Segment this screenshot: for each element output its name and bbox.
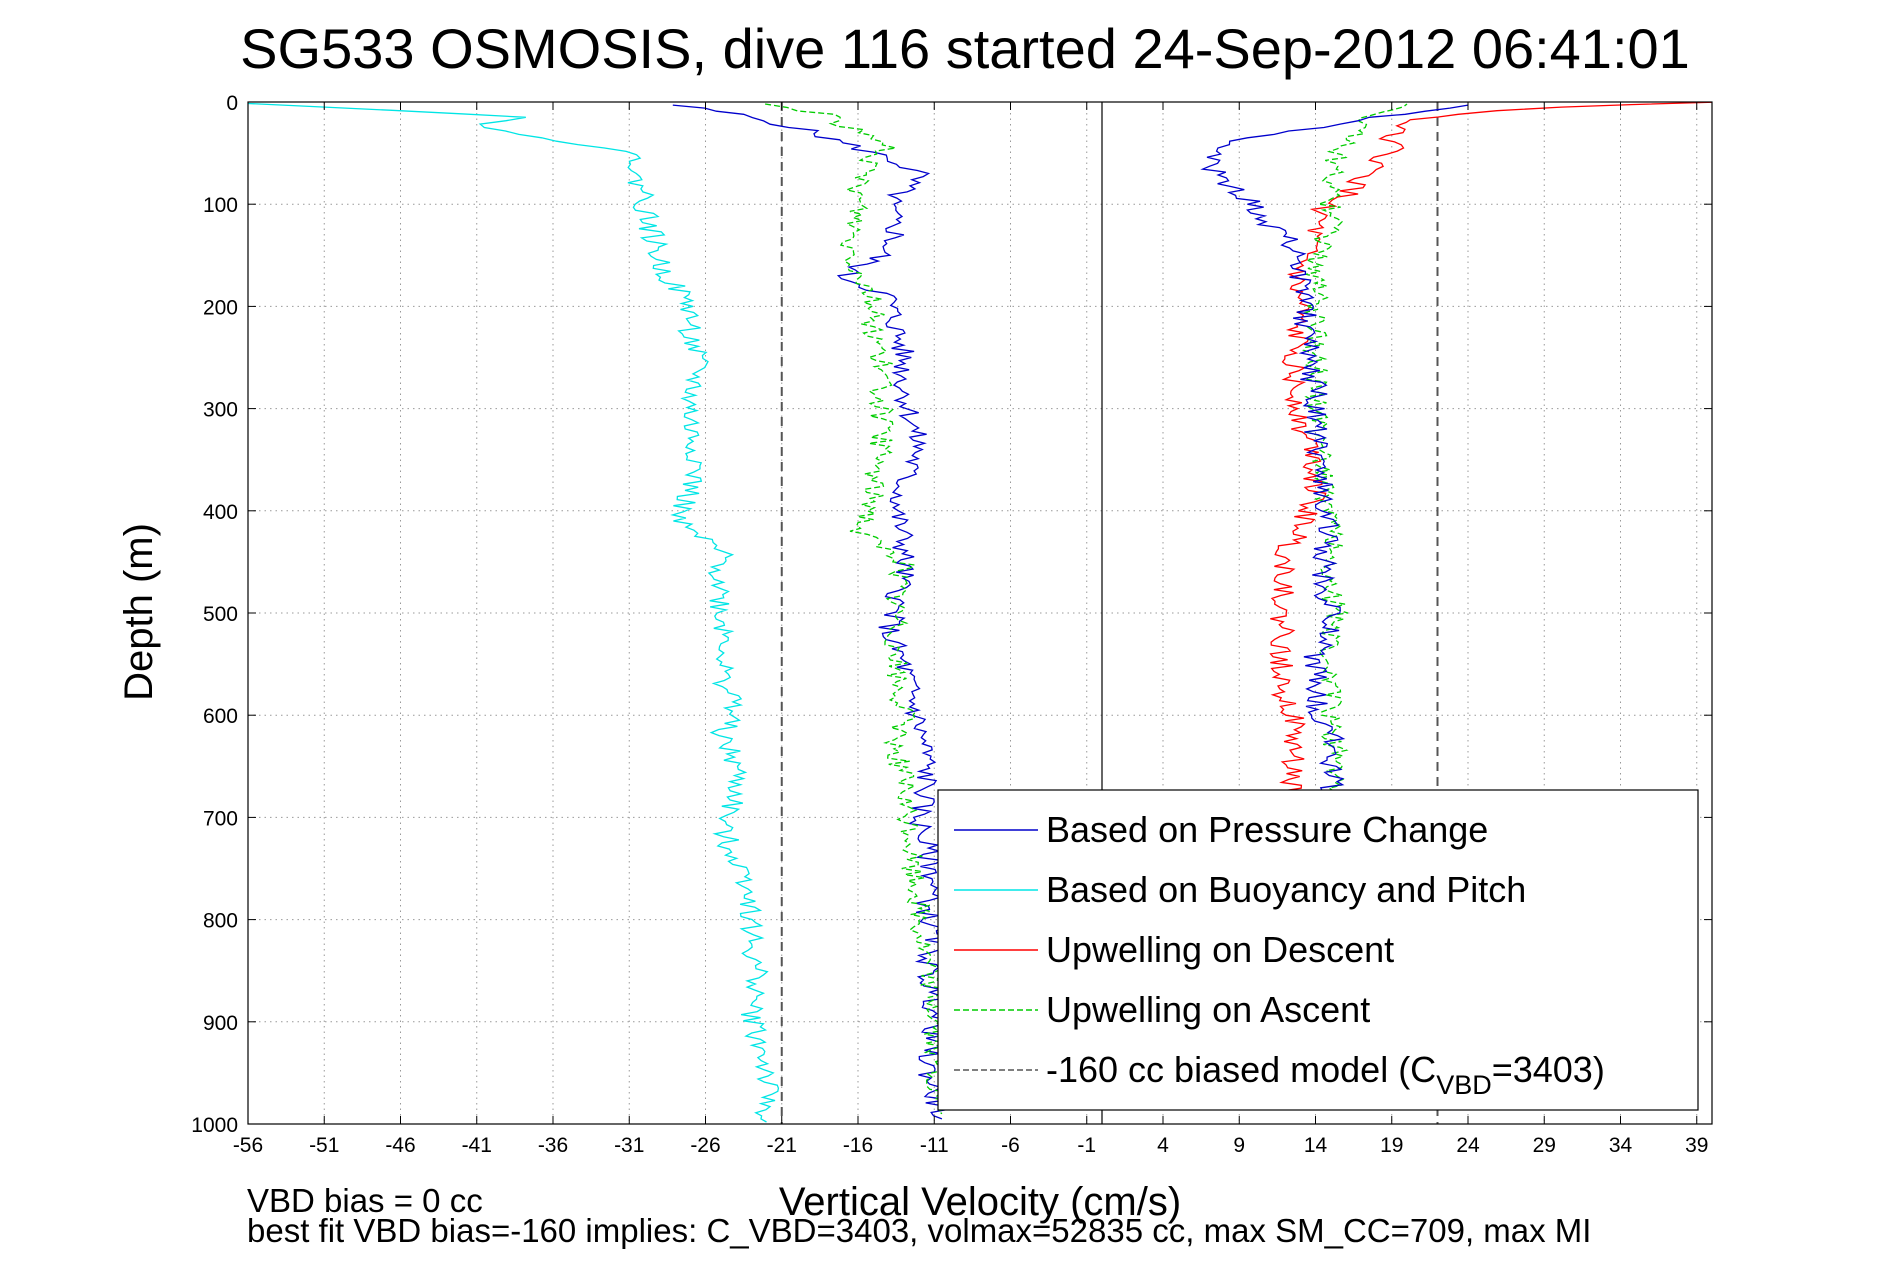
y-tick-label: 800 bbox=[203, 910, 238, 933]
x-tick-label: 9 bbox=[1233, 1134, 1245, 1157]
y-tick-label: 0 bbox=[226, 92, 238, 115]
series-line-2 bbox=[1269, 102, 1712, 798]
x-tick-label: -51 bbox=[309, 1134, 339, 1157]
y-tick-label: 900 bbox=[203, 1012, 238, 1035]
best-fit-note: best fit VBD bias=-160 implies: C_VBD=34… bbox=[247, 1212, 1591, 1249]
y-axis-label: Depth (m) bbox=[117, 523, 161, 701]
legend-label-0: Based on Pressure Change bbox=[1046, 809, 1488, 850]
x-tick-label: 19 bbox=[1380, 1134, 1403, 1157]
y-tick-label: 500 bbox=[203, 603, 238, 626]
legend-label-4: -160 cc biased model (CVBD=3403) bbox=[1046, 1049, 1605, 1100]
y-tick-label: 1000 bbox=[191, 1114, 238, 1137]
vbd-bias-note: VBD bias = 0 cc bbox=[247, 1182, 483, 1219]
x-tick-label: 4 bbox=[1157, 1134, 1169, 1157]
legend: Based on Pressure Change Based on Buoyanc… bbox=[937, 789, 1699, 1111]
x-tick-label: 39 bbox=[1685, 1134, 1708, 1157]
y-tick-label: 200 bbox=[203, 296, 238, 319]
x-tick-label: -26 bbox=[690, 1134, 720, 1157]
x-tick-label: 14 bbox=[1304, 1134, 1328, 1157]
series-line-4 bbox=[1302, 103, 1408, 798]
x-tick-label: -16 bbox=[843, 1134, 873, 1157]
x-tick-label: -56 bbox=[233, 1134, 263, 1157]
axis-ticks: -56 -51 -46 -41 -36 -31 -26 -21 -16 -11 -6 -1 4 9 14 19… bbox=[191, 92, 1712, 1157]
x-tick-label: -46 bbox=[385, 1134, 415, 1157]
legend-label-3: Upwelling on Ascent bbox=[1046, 989, 1370, 1030]
y-tick-label: 400 bbox=[203, 501, 238, 524]
y-tick-label: 600 bbox=[203, 705, 238, 728]
y-tick-label: 300 bbox=[203, 399, 238, 422]
series-line-1 bbox=[248, 102, 780, 1123]
x-tick-label: -11 bbox=[920, 1134, 949, 1157]
series-line-5 bbox=[1200, 104, 1469, 798]
x-tick-label: -21 bbox=[767, 1134, 797, 1157]
y-tick-label: 100 bbox=[203, 194, 238, 217]
legend-box bbox=[937, 789, 1699, 1111]
x-tick-label: 34 bbox=[1609, 1134, 1633, 1157]
series-line-0 bbox=[672, 104, 951, 1120]
x-tick-label: -6 bbox=[1001, 1134, 1020, 1157]
x-tick-label: -31 bbox=[614, 1134, 644, 1157]
x-axis-label: Vertical Velocity (cm/s) bbox=[779, 1180, 1181, 1224]
x-tick-label: -36 bbox=[538, 1134, 568, 1157]
series-line-3 bbox=[764, 103, 953, 1115]
x-tick-label: 24 bbox=[1456, 1134, 1480, 1157]
legend-label-2: Upwelling on Descent bbox=[1046, 929, 1394, 970]
legend-label-1: Based on Buoyancy and Pitch bbox=[1046, 869, 1526, 910]
x-tick-label: 29 bbox=[1533, 1134, 1556, 1157]
chart-title: SG533 OSMOSIS, dive 116 started 24-Sep-2… bbox=[240, 17, 1690, 80]
x-tick-label: -41 bbox=[462, 1134, 492, 1157]
y-tick-label: 700 bbox=[203, 807, 238, 830]
x-tick-label: -1 bbox=[1077, 1134, 1096, 1157]
